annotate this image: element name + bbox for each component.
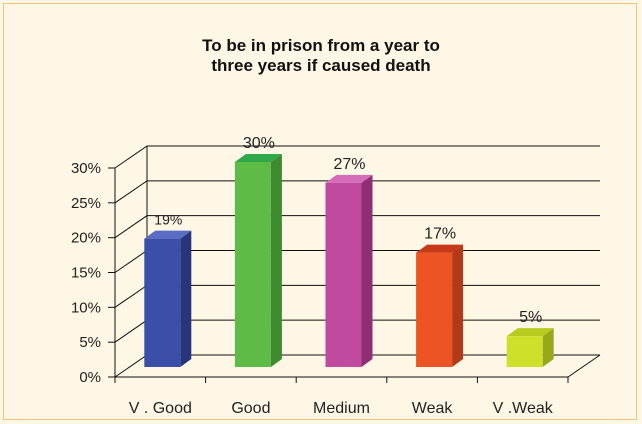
chart-axes (108, 146, 601, 383)
y-tick-label: 15% (71, 265, 101, 282)
bar-top (234, 154, 282, 162)
bar (325, 174, 373, 367)
y-tick-label: 10% (71, 299, 101, 316)
bar-side (452, 244, 464, 367)
data-label: 17% (424, 226, 456, 243)
bar (144, 230, 192, 367)
bar-top (325, 174, 373, 183)
x-tick-label: V . Good (129, 400, 192, 417)
y-tick-label: 30% (71, 160, 101, 177)
data-label: 27% (333, 156, 365, 173)
bar (234, 154, 282, 367)
chart-labels: 0% 5% 10% 15% 20% 25% 30% 19% V . Good 30% Good 27%… (71, 135, 554, 417)
bar-front (416, 252, 453, 367)
bar-top (144, 230, 192, 239)
x-tick-label: Weak (412, 400, 454, 417)
chart-title-line-1: To be in prison from a year to (202, 36, 440, 55)
bar-side (361, 174, 373, 367)
x-tick-label: Medium (313, 400, 370, 417)
chart-bars (144, 154, 554, 367)
y-tick-label: 20% (71, 230, 101, 247)
x-tick-label: Good (231, 400, 270, 417)
data-label: 19% (154, 212, 182, 228)
y-tick-label: 25% (71, 195, 101, 212)
bar-front (144, 238, 181, 367)
data-label: 30% (243, 135, 275, 152)
y-tick-label: 0% (79, 369, 101, 386)
bar-front (325, 182, 362, 367)
bar (506, 328, 554, 367)
bar-side (270, 154, 282, 367)
bar (416, 244, 464, 367)
y-tick-label: 5% (79, 334, 101, 351)
bar-front (506, 336, 543, 367)
bar-front (234, 162, 271, 367)
data-label: 5% (519, 309, 542, 326)
x-tick-label: V .Weak (493, 400, 554, 417)
bar-side (180, 230, 192, 367)
bar-top (506, 328, 554, 337)
bar-top (416, 244, 464, 253)
bar-side (542, 328, 554, 367)
chart-title-line-2: three years if caused death (211, 56, 431, 75)
chart-title: To be in prison from a year to three yea… (0, 36, 642, 76)
